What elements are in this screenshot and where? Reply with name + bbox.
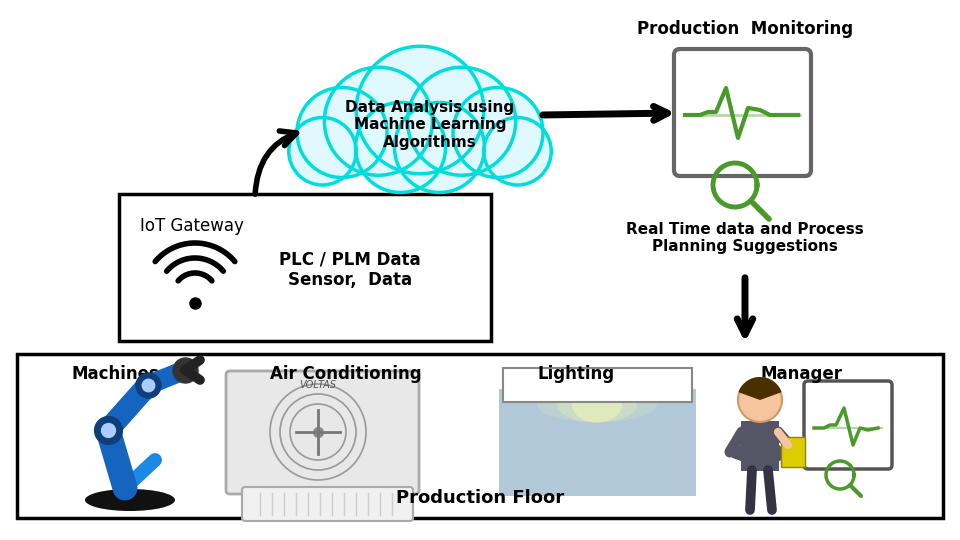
FancyBboxPatch shape xyxy=(226,371,419,494)
Circle shape xyxy=(738,378,782,422)
Text: IoT Gateway: IoT Gateway xyxy=(140,217,244,235)
Text: Manager: Manager xyxy=(760,365,843,383)
Circle shape xyxy=(324,68,432,176)
Circle shape xyxy=(484,118,551,185)
Text: Lighting: Lighting xyxy=(538,365,614,383)
Ellipse shape xyxy=(85,489,175,511)
Ellipse shape xyxy=(557,388,637,422)
Circle shape xyxy=(453,87,543,178)
Ellipse shape xyxy=(537,388,657,422)
FancyBboxPatch shape xyxy=(503,368,692,402)
Text: Real Time data and Process
Planning Suggestions: Real Time data and Process Planning Sugg… xyxy=(626,222,864,254)
FancyBboxPatch shape xyxy=(242,487,413,521)
Circle shape xyxy=(289,118,356,185)
Text: Machines: Machines xyxy=(71,365,159,383)
Wedge shape xyxy=(733,422,786,450)
FancyBboxPatch shape xyxy=(499,389,696,496)
Text: Air Conditioning: Air Conditioning xyxy=(270,365,421,383)
Wedge shape xyxy=(738,377,781,400)
Text: Production  Monitoring: Production Monitoring xyxy=(636,20,853,38)
Wedge shape xyxy=(732,438,788,468)
Text: Production Floor: Production Floor xyxy=(396,489,564,507)
FancyBboxPatch shape xyxy=(781,437,805,467)
FancyBboxPatch shape xyxy=(17,354,943,518)
Text: VOLTAS: VOLTAS xyxy=(300,380,337,390)
Circle shape xyxy=(395,103,485,192)
Circle shape xyxy=(356,46,484,174)
FancyBboxPatch shape xyxy=(119,194,491,341)
Circle shape xyxy=(297,87,387,178)
Text: PLC / PLM Data
Sensor,  Data: PLC / PLM Data Sensor, Data xyxy=(279,251,420,289)
Circle shape xyxy=(355,103,445,192)
Circle shape xyxy=(408,68,516,176)
FancyBboxPatch shape xyxy=(804,381,892,469)
FancyBboxPatch shape xyxy=(674,49,811,176)
Text: Data Analysis using
Machine Learning
Algorithms: Data Analysis using Machine Learning Alg… xyxy=(346,100,515,150)
Ellipse shape xyxy=(572,388,622,422)
FancyBboxPatch shape xyxy=(741,421,779,471)
